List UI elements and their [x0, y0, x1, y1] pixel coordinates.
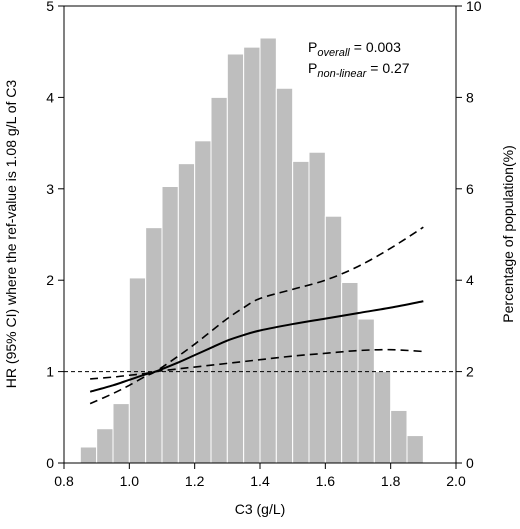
p-overall-annotation: Poverall = 0.003 — [308, 39, 401, 59]
right-y-axis: 0 2 4 6 8 10 — [456, 0, 482, 471]
histogram-bar — [226, 53, 245, 464]
histogram-bar — [210, 96, 228, 464]
histogram-bar — [341, 281, 359, 464]
histogram-bar — [292, 160, 310, 464]
x-tick-label: 1.6 — [316, 473, 336, 489]
histogram-bar — [243, 46, 261, 464]
left-y-tick-label: 1 — [46, 364, 54, 380]
p-overall-label: P — [308, 39, 317, 55]
left-y-tick-label: 0 — [46, 455, 54, 471]
x-axis: 0.8 1.0 1.2 1.4 1.6 1.8 2.0 — [54, 463, 466, 489]
right-y-axis-title: Percentage of population(%) — [500, 145, 516, 322]
x-axis-title: C3 (g/L) — [235, 501, 286, 517]
p-overall-value: = 0.003 — [354, 39, 401, 55]
histogram-bar — [145, 227, 163, 464]
histogram-bar — [161, 186, 179, 464]
histogram-bar — [112, 403, 130, 464]
left-y-axis: 0 1 2 3 4 5 — [46, 0, 64, 471]
histogram-bar — [128, 277, 147, 464]
x-tick-label: 1.2 — [185, 473, 205, 489]
left-y-tick-label: 2 — [46, 272, 54, 288]
hr-curves — [89, 226, 424, 405]
right-y-tick-label: 10 — [466, 0, 482, 14]
p-nonlinear-annotation: Pnon-linear = 0.27 — [308, 60, 410, 80]
right-y-tick-label: 4 — [466, 272, 474, 288]
histogram-bar — [373, 371, 392, 464]
histogram-bar — [194, 140, 212, 464]
histogram-bar — [177, 163, 196, 464]
x-tick-label: 0.8 — [54, 473, 74, 489]
left-y-tick-label: 5 — [46, 0, 54, 14]
histogram-bar — [259, 37, 277, 464]
histogram-bar — [324, 215, 343, 464]
histogram-bar — [390, 409, 408, 464]
right-y-tick-label: 8 — [466, 89, 474, 105]
right-y-tick-label: 0 — [466, 455, 474, 471]
left-y-axis-title: HR (95% CI) where the ref-value is 1.08 … — [3, 80, 19, 389]
x-tick-label: 2.0 — [446, 473, 466, 489]
histogram-bar — [79, 446, 98, 464]
left-y-tick-label: 4 — [46, 89, 54, 105]
ci-lower-line — [90, 348, 424, 380]
histogram-bars — [79, 37, 424, 464]
right-y-tick-label: 2 — [466, 364, 474, 380]
right-y-tick-label: 6 — [466, 181, 474, 197]
histogram-bar — [308, 151, 326, 464]
hr-estimate-line — [89, 300, 424, 393]
p-overall-subscript: overall — [317, 47, 350, 59]
histogram-bar — [406, 435, 424, 464]
x-tick-label: 1.8 — [381, 473, 401, 489]
p-nonlinear-subscript: non-linear — [317, 68, 367, 80]
x-tick-label: 1.4 — [250, 473, 270, 489]
p-nonlinear-value: = 0.27 — [370, 60, 410, 76]
histogram-bar — [357, 318, 375, 464]
left-y-tick-label: 3 — [46, 181, 54, 197]
histogram-bar — [96, 428, 114, 464]
histogram-bar — [275, 87, 294, 464]
x-tick-label: 1.0 — [120, 473, 140, 489]
p-nonlinear-label: P — [308, 60, 317, 76]
ci-upper-line — [89, 226, 424, 405]
